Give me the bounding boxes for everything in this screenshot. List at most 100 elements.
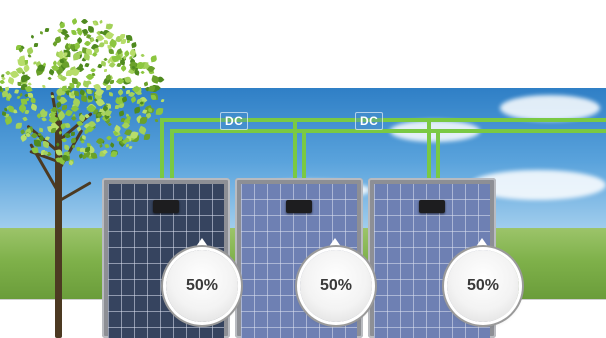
tree-leaf [71,77,79,85]
tree-leaf [140,70,146,75]
tree-leaf [140,53,145,59]
tree-leaf [59,22,66,29]
tree-leaf [54,36,62,44]
tree-leaf [117,88,125,96]
tree-leaf [74,91,80,97]
tree-leaf [22,59,28,65]
tree-leaf [150,55,157,63]
dc-wire-drop [160,118,164,180]
tree-leaf [106,134,112,141]
tree-trunk [55,120,62,338]
bubble-pointer [328,238,342,248]
tree-leaf [41,85,46,90]
tree-leaf [108,48,114,54]
tree-leaf [63,144,70,151]
tree-leaf [120,65,127,72]
tree-leaf [109,92,114,97]
tree-leaf [56,96,61,100]
tree-leaf [62,51,68,57]
tree-leaf [3,107,8,112]
tree-leaf [150,75,160,84]
tree-leaf [155,107,163,116]
tree-leaf [31,145,40,154]
tree-leaf [44,134,51,141]
tree-leaf [104,40,109,45]
tree-leaf [82,154,87,159]
junction-box-icon [153,200,179,213]
tree-leaf [5,86,10,91]
tree-leaf [75,84,80,89]
dc-label-left: DC [220,112,249,130]
tree-leaf [139,116,147,125]
tree-leaf [154,118,159,123]
dc-wire-drop [293,118,297,180]
tree-leaf [98,41,105,48]
tree-leaf [95,117,101,123]
tree-leaf [15,123,22,130]
efficiency-value: 50% [185,277,219,294]
tree-leaf [30,34,35,40]
tree-leaf [25,84,33,93]
tree-leaf [6,104,15,113]
tree-leaf [7,77,15,85]
tree-leaf [126,39,131,44]
tree-leaf [47,76,52,81]
dc-wire-drop [170,129,174,180]
dc-label-right: DC [355,112,384,130]
bubble-pointer [475,238,489,248]
efficiency-bubble-3: 50% [447,250,519,322]
tree-leaf [66,69,74,77]
bubble-pointer [195,238,209,248]
tree-leaf [27,53,32,58]
tree-leaf [25,75,31,81]
tree-leaf [70,116,76,122]
tree-leaf [71,18,79,26]
tree-leaf [85,146,91,152]
tree-leaf [32,60,37,65]
tree-leaf [42,140,50,148]
tree-leaf [126,115,132,121]
tree-leaf [18,47,24,53]
efficiency-bubble-1: 50% [166,250,238,322]
efficiency-bubble-2: 50% [300,250,372,322]
tree-leaf [160,98,165,102]
efficiency-value: 50% [466,277,500,294]
tree-leaf [39,30,44,35]
tree-leaf [38,127,43,133]
junction-box-icon [286,200,312,213]
tree-leaf [84,62,90,67]
tree-leaf [150,95,156,101]
tree-leaf [94,38,99,43]
tree-leaf [133,106,141,115]
tree-leaf [103,143,110,149]
dc-wire-drop [436,129,440,180]
cloud [500,95,600,121]
tree-leaf [24,109,29,114]
tree-leaf [4,116,14,126]
dc-wire-drop [302,129,306,180]
tree-leaf [88,95,92,100]
tree-leaf [16,44,22,50]
tree-leaf [41,115,48,122]
tree-leaf [87,79,93,85]
tree-leaf [131,42,137,49]
tree-leaf [87,88,92,94]
dc-wire-drop [427,118,431,180]
tree-leaf [109,79,114,85]
tree-leaf [128,145,134,151]
tree-leaf [33,42,38,47]
tree-leaf [63,36,68,41]
tree-leaf [76,29,84,36]
tree-leaf [87,25,95,33]
tree-leaf [110,150,118,157]
tree-leaf [80,139,85,144]
tree-leaf [22,115,28,122]
tree-leaf [25,97,29,101]
tree-leaf [117,110,124,117]
tree-leaf [92,52,98,58]
tree-leaf [103,69,107,73]
tree-leaf [114,104,119,109]
tree-leaf [143,133,150,140]
tree-leaf [91,152,98,159]
